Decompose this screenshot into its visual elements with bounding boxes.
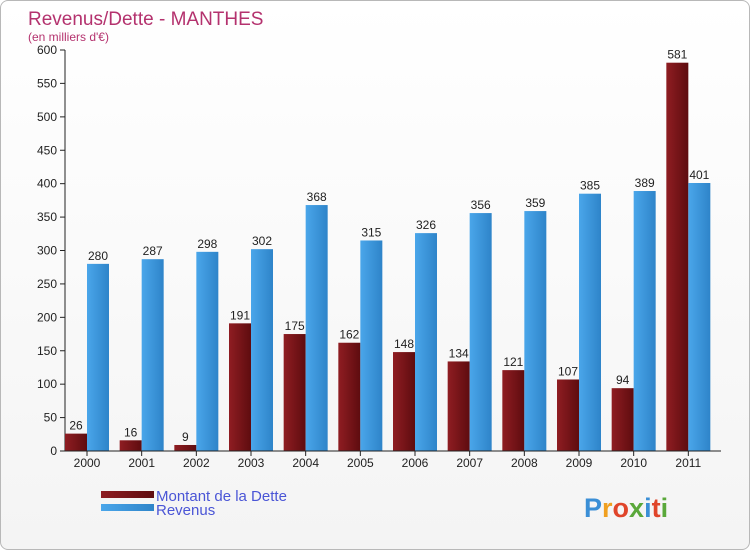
bar-revenus: [196, 251, 219, 451]
x-tick-label: 2010: [620, 456, 647, 470]
x-tick-label: 2003: [238, 456, 265, 470]
chart-title: Revenus/Dette - MANTHES: [28, 9, 263, 30]
data-label-dette: 162: [339, 328, 359, 342]
x-tick-label: 2006: [402, 456, 429, 470]
bar-revenus: [251, 249, 273, 451]
logo-letter: i: [644, 493, 652, 523]
x-tick-label: 2008: [511, 456, 538, 470]
bar-dette: [174, 444, 197, 451]
y-tick-label: 550: [37, 76, 57, 90]
bar-revenus: [141, 259, 164, 451]
bar-dette: [283, 334, 306, 451]
bar-dette: [338, 342, 361, 451]
logo-letter: r: [602, 493, 613, 523]
data-label-dette: 191: [230, 308, 250, 322]
data-label-revenus: 401: [689, 168, 709, 182]
bar-dette: [119, 440, 142, 451]
bar-dette: [557, 379, 579, 451]
y-tick-label: 150: [37, 344, 57, 358]
bar-revenus: [87, 263, 109, 451]
data-label-dette: 9: [182, 430, 189, 444]
data-label-dette: 175: [285, 319, 305, 333]
data-label-dette: 581: [667, 48, 687, 62]
data-label-dette: 94: [616, 373, 630, 387]
legend-swatch-debt: [101, 491, 154, 498]
bar-revenus: [305, 205, 328, 451]
bar-revenus: [469, 213, 492, 451]
x-axis: 2000 2001 2002 2003 2004 2005 2006 2007 2008 2009…: [65, 450, 721, 470]
bar-dette: [229, 323, 251, 451]
logo-letter: P: [584, 493, 602, 523]
x-tick-label: 2004: [292, 456, 319, 470]
bar-dette: [393, 352, 415, 451]
y-tick-label: 0: [50, 444, 57, 458]
x-tick-label: 2000: [74, 456, 101, 470]
data-label-revenus: 280: [88, 249, 108, 263]
data-label-revenus: 356: [471, 198, 491, 212]
y-tick-label: 200: [37, 310, 57, 324]
x-tick-label: 2002: [183, 456, 210, 470]
data-label-dette: 134: [449, 346, 469, 360]
bar-revenus: [633, 191, 656, 452]
bar-revenus: [360, 240, 383, 451]
bar-revenus: [415, 233, 437, 451]
data-label-dette: 16: [124, 425, 138, 439]
legend: Montant de la Dette Revenus: [101, 488, 287, 519]
legend-label-debt: Montant de la Dette: [156, 488, 287, 505]
x-tick-label: 2009: [566, 456, 593, 470]
data-label-revenus: 302: [252, 234, 272, 248]
bar-dette: [666, 62, 689, 451]
x-tick-label: 2007: [456, 456, 483, 470]
bar-dette: [447, 361, 470, 451]
data-label-dette: 107: [558, 364, 578, 378]
bar-dette: [502, 370, 525, 451]
data-label-revenus: 326: [416, 218, 436, 232]
logo-letter: t: [652, 493, 661, 523]
y-tick-label: 400: [37, 177, 57, 191]
chart-subtitle: (en milliers d'€): [28, 30, 109, 44]
bars-group: 26 280 16 287 9 298 191 302 175 368 162 315 148 326 13…: [65, 48, 711, 452]
data-label-dette: 148: [394, 337, 414, 351]
x-tick-label: 2005: [347, 456, 374, 470]
data-label-revenus: 385: [580, 179, 600, 193]
bar-revenus: [524, 211, 547, 451]
data-label-dette: 121: [503, 355, 523, 369]
bar-revenus: [688, 182, 711, 451]
legend-swatch-revenus: [101, 504, 154, 511]
x-tick-label: 2011: [675, 456, 701, 470]
y-tick-label: 250: [37, 277, 57, 291]
y-tick-label: 600: [37, 43, 57, 57]
data-label-revenus: 368: [307, 190, 327, 204]
bar-revenus: [579, 193, 601, 452]
data-label-revenus: 315: [361, 225, 381, 239]
x-tick-label: 2001: [128, 456, 155, 470]
y-axis: 0 50 100 150 200 250 300 350 400 450 500 550 600: [37, 43, 66, 458]
y-tick-label: 350: [37, 210, 57, 224]
logo-letter: o: [613, 493, 630, 523]
data-label-dette: 26: [69, 419, 83, 433]
y-tick-label: 50: [44, 411, 58, 425]
data-label-revenus: 287: [143, 244, 163, 258]
bar-dette: [611, 388, 634, 451]
y-tick-label: 300: [37, 244, 57, 258]
y-tick-label: 450: [37, 143, 57, 157]
y-tick-label: 500: [37, 110, 57, 124]
logo-letter: i: [661, 493, 669, 523]
logo-letter: x: [629, 493, 644, 523]
proxiti-logo: Proxiti: [584, 493, 668, 523]
data-label-revenus: 359: [525, 196, 545, 210]
data-label-revenus: 298: [197, 237, 217, 251]
y-tick-label: 100: [37, 377, 57, 391]
legend-label-revenus: Revenus: [156, 502, 215, 519]
data-label-revenus: 389: [635, 176, 655, 190]
bar-dette: [65, 433, 87, 451]
